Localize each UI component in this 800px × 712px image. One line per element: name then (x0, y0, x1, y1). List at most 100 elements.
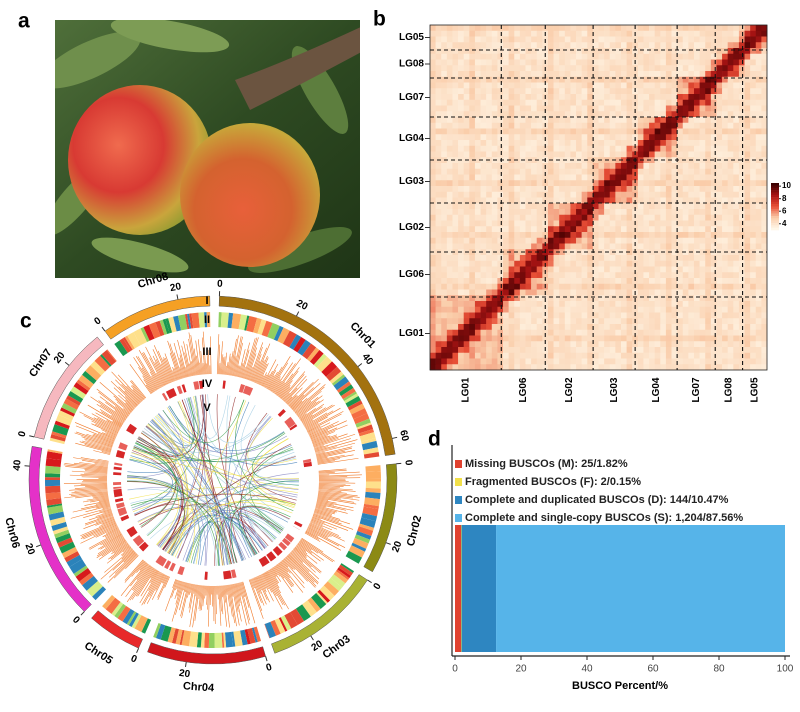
heatmap-cell (620, 99, 627, 106)
heatmap-cell (430, 197, 436, 204)
synteny-link (231, 480, 300, 563)
heatmap-cell (430, 25, 436, 32)
heatmap-cell (458, 306, 464, 313)
heatmap-cell (458, 364, 464, 371)
density-segment (227, 312, 234, 329)
heatmap-cell (531, 48, 538, 55)
heatmap-cell (570, 335, 577, 342)
heatmap-cell (486, 36, 493, 43)
heatmap-cell (497, 180, 504, 187)
heatmap-cell (576, 168, 582, 175)
heatmap-cell (497, 226, 504, 233)
heatmap-cell (761, 341, 768, 348)
heatmap-cell (744, 134, 751, 141)
density-segment (51, 521, 68, 531)
variant-line (282, 374, 305, 400)
heatmap-cell (486, 186, 493, 193)
heatmap-cell (677, 232, 684, 239)
heatmap-cell (755, 197, 762, 204)
variant-line (269, 362, 289, 391)
heatmap-cell (497, 318, 504, 325)
variant-line (83, 415, 119, 433)
heatmap-cell (592, 71, 599, 78)
heatmap-cell (649, 272, 655, 279)
variant-line (69, 474, 108, 477)
variant-line (273, 566, 281, 577)
heatmap-cell (486, 364, 493, 371)
heatmap-cell (486, 335, 493, 342)
variant-line (294, 386, 325, 413)
heatmap-cell (514, 347, 521, 354)
heatmap-cell (654, 266, 661, 273)
gc-block (292, 525, 300, 530)
variant-line (113, 387, 136, 408)
heatmap-cell (576, 301, 582, 308)
heatmap-cell (722, 203, 728, 210)
variant-line (318, 490, 347, 494)
heatmap-cell (446, 117, 453, 124)
heatmap-cell (604, 36, 611, 43)
heatmap-cell (733, 48, 740, 55)
variant-line (227, 353, 231, 376)
heatmap-cell (503, 134, 509, 141)
heatmap-cell (441, 151, 448, 158)
variant-line (290, 552, 320, 580)
heatmap-cell (474, 289, 481, 296)
heatmap-cell (733, 140, 740, 147)
heatmap-cell (755, 283, 762, 290)
heatmap-cell (474, 53, 481, 60)
heatmap-cell (587, 295, 594, 302)
heatmap-cell (643, 249, 650, 256)
chromosome-tick-label: 0 (17, 430, 29, 438)
heatmap-cell (620, 36, 627, 43)
heatmap-cell (738, 163, 745, 170)
heatmap-cell (559, 364, 566, 371)
heatmap-cell (705, 88, 712, 95)
heatmap-cell (660, 94, 667, 101)
heatmap-cell (637, 117, 644, 124)
heatmap-cell (677, 76, 684, 83)
heatmap-cell (727, 180, 734, 187)
variant-line (143, 572, 162, 605)
heatmap-cell (491, 226, 498, 233)
gc-block (199, 380, 204, 389)
heatmap-cell (576, 122, 582, 129)
heatmap-cell (497, 163, 504, 170)
heatmap-cell (463, 59, 470, 66)
synteny-link (252, 433, 299, 486)
col-label: LG07 (691, 377, 702, 402)
variant-line (234, 583, 240, 607)
heatmap-cell (531, 312, 538, 319)
heatmap-cell (738, 186, 745, 193)
synteny-link (245, 412, 297, 501)
heatmap-cell (458, 99, 464, 106)
heatmap-cell (665, 329, 672, 336)
heatmap-cell (503, 272, 509, 279)
heatmap-cell (626, 301, 633, 308)
heatmap-cell (750, 255, 757, 262)
heatmap-cell (755, 341, 762, 348)
density-segment (46, 503, 63, 508)
heatmap-cell (581, 301, 588, 308)
variant-line (297, 401, 317, 417)
heatmap-cell (649, 335, 655, 342)
heatmap-cell (587, 71, 594, 78)
heatmap-cell (592, 36, 599, 43)
heatmap-cell (547, 145, 554, 152)
heatmap-cell (587, 76, 594, 83)
heatmap-cell (761, 260, 768, 267)
heatmap-cell (722, 82, 728, 89)
heatmap-cell (626, 191, 633, 198)
heatmap-cell (643, 341, 650, 348)
heatmap-cell (637, 278, 644, 285)
colorbar-step (771, 204, 779, 207)
heatmap-cell (699, 65, 706, 72)
heatmap-cell (654, 364, 661, 371)
variant-line (310, 521, 323, 528)
heatmap-cell (609, 48, 616, 55)
heatmap-cell (491, 260, 498, 267)
heatmap-cell (592, 237, 599, 244)
density-segment (134, 615, 148, 632)
heatmap-cell (620, 260, 627, 267)
variant-line (260, 372, 267, 386)
